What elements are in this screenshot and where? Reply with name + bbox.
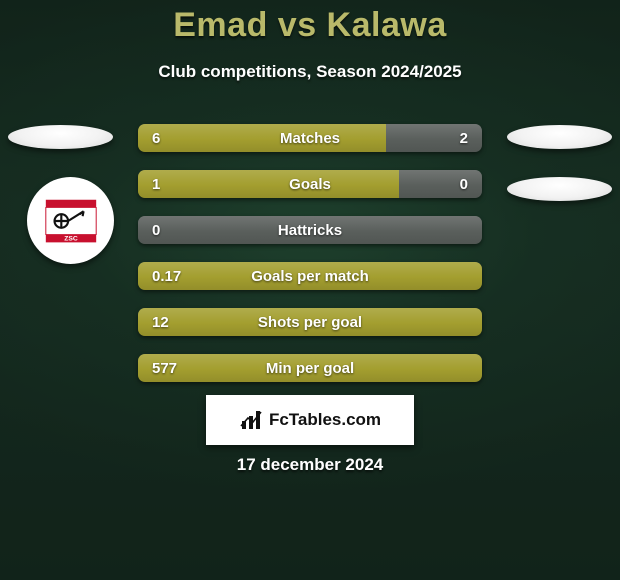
stat-right-seg: 2: [386, 124, 482, 152]
stat-right-value: 2: [460, 130, 468, 147]
stat-left-seg: 1: [138, 170, 399, 198]
date-label: 17 december 2024: [0, 455, 620, 475]
fctables-label: FcTables.com: [269, 410, 381, 430]
stat-left-seg: 6: [138, 124, 386, 152]
stat-left-value: 0.17: [152, 268, 181, 285]
fctables-badge[interactable]: FcTables.com: [206, 395, 414, 445]
stat-left-value: 1: [152, 176, 160, 193]
stat-left-seg: 577: [138, 354, 482, 382]
chart-icon: [239, 408, 263, 432]
stats-bars: 62Matches10Goals0Hattricks0.17Goals per …: [138, 124, 482, 400]
player-left-avatar: [8, 125, 113, 149]
stat-row: 62Matches: [138, 124, 482, 152]
stat-left-value: 6: [152, 130, 160, 147]
stat-left-seg: 12: [138, 308, 482, 336]
stat-row: 12Shots per goal: [138, 308, 482, 336]
page-title: Emad vs Kalawa: [0, 6, 620, 45]
page-subtitle: Club competitions, Season 2024/2025: [0, 62, 620, 82]
player-right-club: [507, 177, 612, 201]
stat-row: 10Goals: [138, 170, 482, 198]
stat-row: 577Min per goal: [138, 354, 482, 382]
stat-row: 0Hattricks: [138, 216, 482, 244]
stat-left-value: 12: [152, 314, 169, 331]
stat-right-seg: 0: [399, 170, 482, 198]
stat-right-value: 0: [460, 176, 468, 193]
svg-text:ZSC: ZSC: [64, 235, 78, 242]
stat-row: 0.17Goals per match: [138, 262, 482, 290]
stat-left-seg: 0.17: [138, 262, 482, 290]
stat-left-seg: 0: [138, 216, 482, 244]
player-right-avatar: [507, 125, 612, 149]
stat-left-value: 0: [152, 222, 160, 239]
player-left-club-logo: ZSC: [27, 177, 114, 264]
stat-left-value: 577: [152, 360, 177, 377]
